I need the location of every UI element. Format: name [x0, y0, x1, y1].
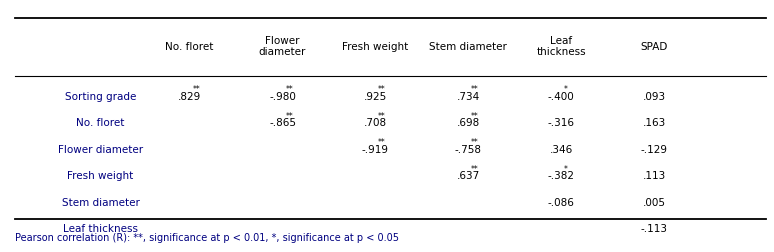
Text: **: ** [378, 85, 386, 94]
Text: .734: .734 [457, 92, 480, 102]
Text: .637: .637 [457, 171, 480, 181]
Text: -.865: -.865 [269, 118, 296, 129]
Text: -.980: -.980 [269, 92, 296, 102]
Text: *: * [564, 165, 568, 174]
Text: -.113: -.113 [641, 224, 667, 234]
Text: Fresh weight: Fresh weight [342, 42, 409, 52]
Text: **: ** [471, 165, 479, 174]
Text: .346: .346 [550, 145, 573, 155]
Text: **: ** [378, 112, 386, 121]
Text: No. floret: No. floret [166, 42, 214, 52]
Text: **: ** [193, 85, 200, 94]
Text: .925: .925 [364, 92, 387, 102]
Text: **: ** [471, 138, 479, 147]
Text: -.919: -.919 [362, 145, 389, 155]
Text: -.316: -.316 [548, 118, 574, 129]
Text: .698: .698 [457, 118, 480, 129]
Text: Pearson correlation (R): **, significance at p < 0.01, *, significance at p < 0.: Pearson correlation (R): **, significanc… [15, 233, 399, 243]
Text: .708: .708 [364, 118, 387, 129]
Text: **: ** [471, 85, 479, 94]
Text: **: ** [286, 112, 293, 121]
Text: **: ** [378, 138, 386, 147]
Text: SPAD: SPAD [640, 42, 668, 52]
Text: *: * [564, 85, 568, 94]
Text: .829: .829 [178, 92, 201, 102]
Text: -.400: -.400 [548, 92, 574, 102]
Text: Stem diameter: Stem diameter [430, 42, 507, 52]
Text: **: ** [471, 112, 479, 121]
Text: Leaf
thickness: Leaf thickness [536, 36, 586, 57]
Text: -.086: -.086 [548, 198, 574, 208]
Text: .093: .093 [642, 92, 666, 102]
Text: .005: .005 [642, 198, 666, 208]
Text: -.129: -.129 [641, 145, 667, 155]
Text: Flower
diameter: Flower diameter [259, 36, 307, 57]
Text: **: ** [286, 85, 293, 94]
Text: Stem diameter: Stem diameter [62, 198, 139, 208]
Text: No. floret: No. floret [77, 118, 125, 129]
Text: Fresh weight: Fresh weight [67, 171, 134, 181]
Text: Sorting grade: Sorting grade [65, 92, 136, 102]
Text: .113: .113 [642, 171, 666, 181]
Text: .163: .163 [642, 118, 666, 129]
Text: Flower diameter: Flower diameter [58, 145, 143, 155]
Text: -.758: -.758 [455, 145, 481, 155]
Text: Leaf thickness: Leaf thickness [63, 224, 138, 234]
Text: -.382: -.382 [548, 171, 574, 181]
